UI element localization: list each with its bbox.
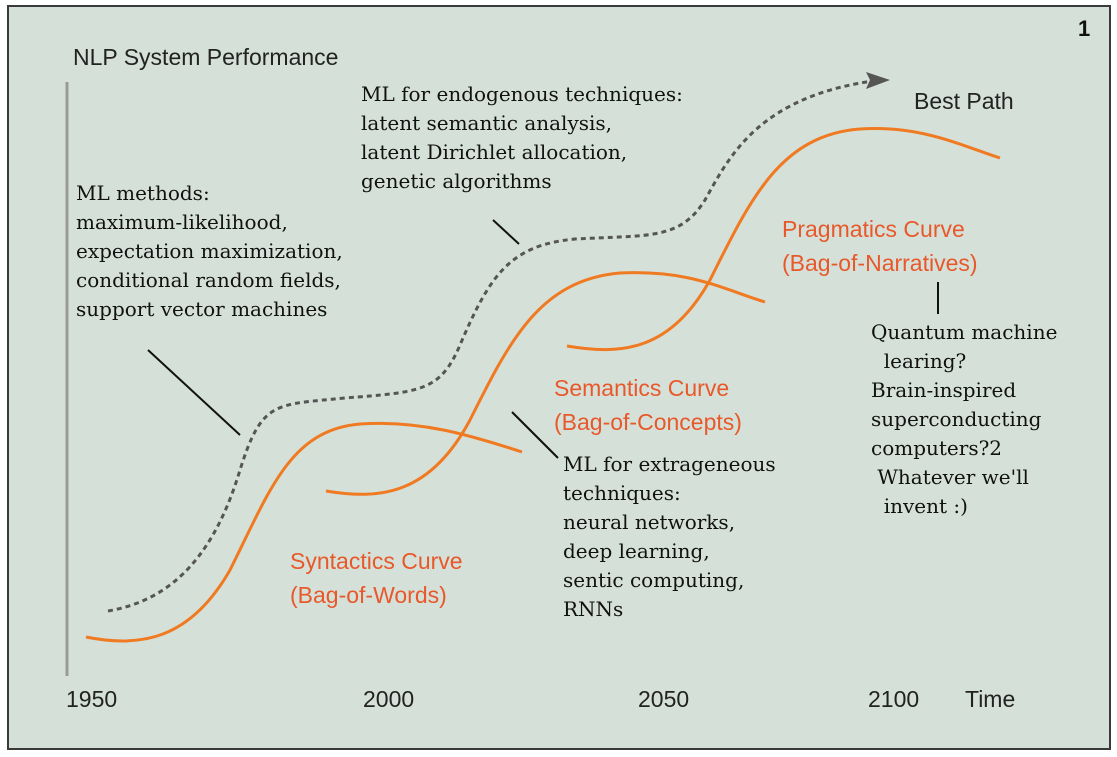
leader-line-ml-extrageneous (511, 411, 559, 459)
best-path-curve (107, 78, 881, 613)
semantics-subtitle: (Bag-of-Concepts) (554, 409, 742, 435)
pragmatics-subtitle: (Bag-of-Narratives) (782, 250, 978, 276)
annotation-line: RNNs (563, 597, 624, 621)
annotation-line: conditional random fields, (76, 268, 341, 292)
semantics-title: Semantics Curve (554, 375, 730, 401)
annotation-line: neural networks, (563, 510, 736, 534)
x-axis-label: Time (965, 686, 1016, 712)
annotation-ml-methods: ML methods: maximum-likelihood, expectat… (76, 179, 343, 324)
annotation-line: superconducting (871, 407, 1042, 431)
annotation-line: maximum-likelihood, (76, 210, 288, 234)
diagram-frame (7, 5, 1111, 750)
semantics-curve (325, 271, 766, 496)
annotation-ml-extrageneous: ML for extrageneous techniques: neural n… (563, 450, 776, 624)
syntactics-curve (85, 421, 523, 643)
annotation-line: expectation maximization, (76, 239, 343, 263)
annotation-line: techniques: (563, 481, 681, 505)
syntactics-subtitle: (Bag-of-Words) (290, 582, 447, 608)
best-path-arrowhead (866, 72, 890, 89)
syntactics-title: Syntactics Curve (290, 548, 463, 574)
pragmatics-curve (566, 126, 1001, 352)
annotation-line: computers?2 (871, 436, 1003, 460)
annotation-line: Whatever we'll (871, 465, 1029, 489)
x-tick-1950: 1950 (66, 686, 118, 712)
leader-line-ml-endogenous (492, 219, 520, 245)
annotation-line: genetic algorithms (361, 169, 552, 193)
annotation-future: Quantum machine learing? Brain-inspired … (871, 318, 1057, 521)
x-tick-2050: 2050 (638, 686, 690, 712)
x-tick-2100: 2100 (868, 686, 920, 712)
annotation-line: sentic computing, (563, 568, 745, 592)
pragmatics-title: Pragmatics Curve (782, 216, 965, 242)
page-number: 1 (1078, 16, 1091, 41)
annotation-line: Quantum machine (871, 320, 1058, 344)
annotation-line: ML methods: (76, 181, 210, 205)
annotation-line: ML for endogenous techniques: (361, 82, 683, 106)
annotation-line: ML for extrageneous (563, 452, 776, 476)
annotation-line: learing? (871, 349, 967, 373)
leader-line-ml-methods (147, 349, 241, 436)
annotation-line: latent semantic analysis, (361, 111, 613, 135)
x-tick-2000: 2000 (363, 686, 415, 712)
annotation-line: Brain-inspired (871, 378, 1017, 402)
y-axis-title: NLP System Performance (73, 44, 339, 70)
annotation-line: deep learning, (563, 539, 710, 563)
best-path-label: Best Path (914, 88, 1014, 114)
annotation-line: support vector machines (76, 297, 328, 321)
annotation-line: invent :) (871, 494, 968, 518)
annotation-ml-endogenous: ML for endogenous techniques: latent sem… (361, 80, 683, 196)
annotation-line: latent Dirichlet allocation, (361, 140, 628, 164)
